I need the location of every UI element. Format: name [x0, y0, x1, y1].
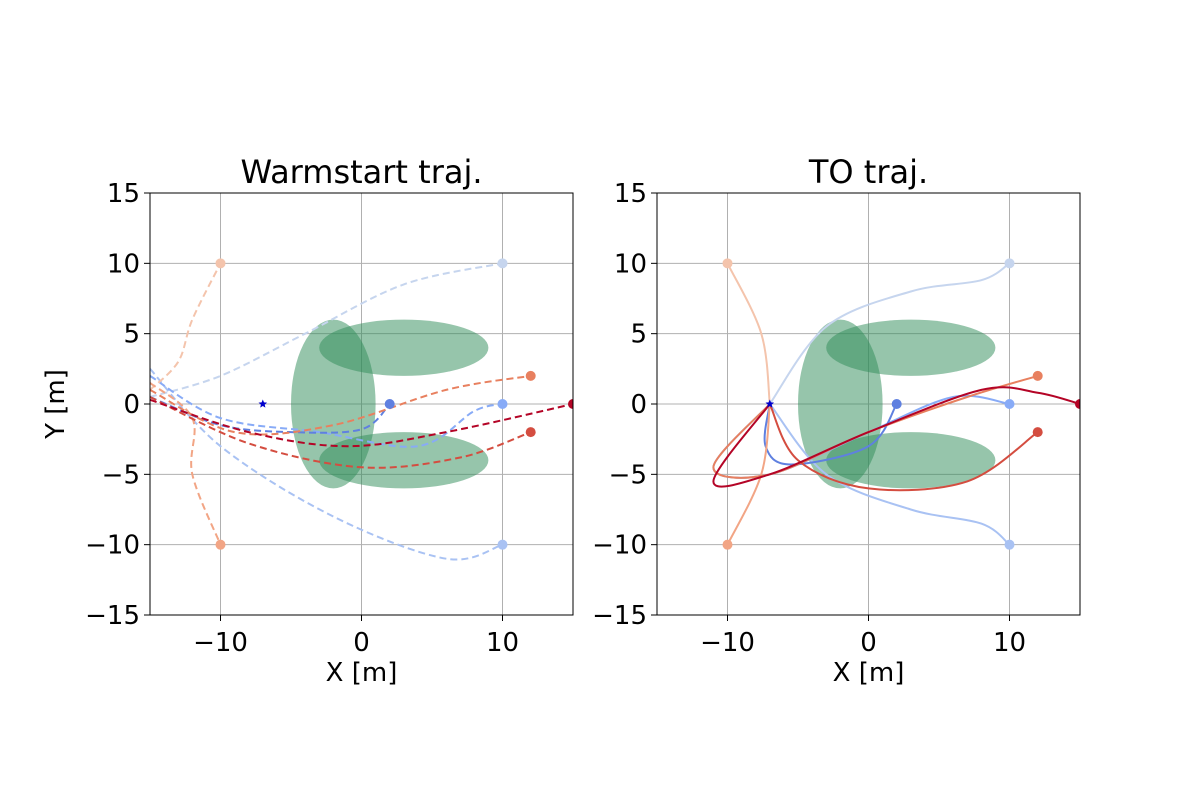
y-tick-label: 0: [630, 390, 647, 420]
y-axis-label: Y [m]: [41, 369, 71, 440]
x-axis-label: X [m]: [833, 658, 905, 688]
x-tick-label: 10: [486, 628, 519, 658]
x-tick-label: −10: [193, 628, 248, 658]
goal-marker: [1032, 427, 1043, 438]
trajectory-line: [150, 382, 222, 546]
goal-marker: [568, 399, 573, 409]
goal-marker: [525, 370, 536, 381]
y-tick-label: 5: [123, 320, 140, 350]
y-tick-label: 10: [107, 249, 140, 279]
y-tick-label: −15: [85, 601, 140, 631]
goal-marker: [384, 399, 395, 409]
y-tick-label: −5: [609, 460, 647, 490]
start-marker: [258, 399, 268, 408]
x-tick-label: 0: [353, 628, 370, 658]
x-tick-label: −10: [700, 628, 755, 658]
plot-area: [712, 258, 1080, 550]
y-tick-label: 5: [630, 320, 647, 350]
trajectory-line: [768, 403, 1039, 492]
trajectory-line: [768, 262, 1011, 405]
x-tick-label: 0: [860, 628, 877, 658]
goal-marker: [722, 258, 733, 269]
y-tick-label: −5: [102, 460, 140, 490]
goal-marker: [497, 539, 508, 550]
goal-marker: [1004, 539, 1015, 550]
trajectory-line: [726, 262, 771, 405]
trajectory-line: [726, 403, 771, 546]
y-tick-label: 0: [123, 390, 140, 420]
y-tick-label: −10: [85, 531, 140, 561]
goal-marker: [497, 258, 508, 269]
y-tick-label: 15: [614, 179, 647, 209]
goal-marker: [891, 399, 902, 409]
goal-marker: [215, 258, 226, 269]
trajectory-line: [150, 262, 222, 391]
trajectory-line: [712, 386, 1080, 488]
goal-marker: [497, 399, 508, 409]
chart-title: TO traj.: [808, 153, 928, 191]
trajectory-line: [763, 403, 898, 466]
trajectory-line: [150, 398, 573, 448]
trajectory-line: [150, 374, 531, 436]
goal-marker: [1004, 258, 1015, 269]
y-tick-label: 15: [107, 179, 140, 209]
x-tick-label: 10: [993, 628, 1026, 658]
y-tick-label: −15: [592, 601, 647, 631]
warmstart-panel: −10 0 10 −15 −10 −5 0 5 10 15 Warmstart traj. X [m]…: [41, 153, 574, 688]
obstacle-ellipse: [319, 432, 489, 489]
goal-marker: [1075, 399, 1080, 409]
x-axis-label: X [m]: [326, 658, 398, 688]
goal-marker: [722, 539, 733, 550]
goal-marker: [1004, 399, 1015, 409]
obstacle-ellipse: [319, 319, 489, 376]
trajectory-line: [769, 403, 1011, 546]
chart-title: Warmstart traj.: [240, 153, 482, 191]
goal-marker: [215, 539, 226, 550]
plot-area: [150, 258, 573, 561]
start-marker: [765, 399, 775, 408]
goal-marker: [1032, 370, 1043, 381]
trajectory-line: [150, 262, 503, 398]
y-tick-label: 10: [614, 249, 647, 279]
to-panel: −10 0 10 −15 −10 −5 0 5 10 15 TO traj. X [m]: [592, 153, 1081, 688]
trajectory-line: [150, 396, 532, 469]
obstacle-ellipse: [826, 319, 996, 376]
goal-marker: [525, 427, 536, 438]
y-tick-label: −10: [592, 531, 647, 561]
trajectory-line: [150, 375, 503, 448]
